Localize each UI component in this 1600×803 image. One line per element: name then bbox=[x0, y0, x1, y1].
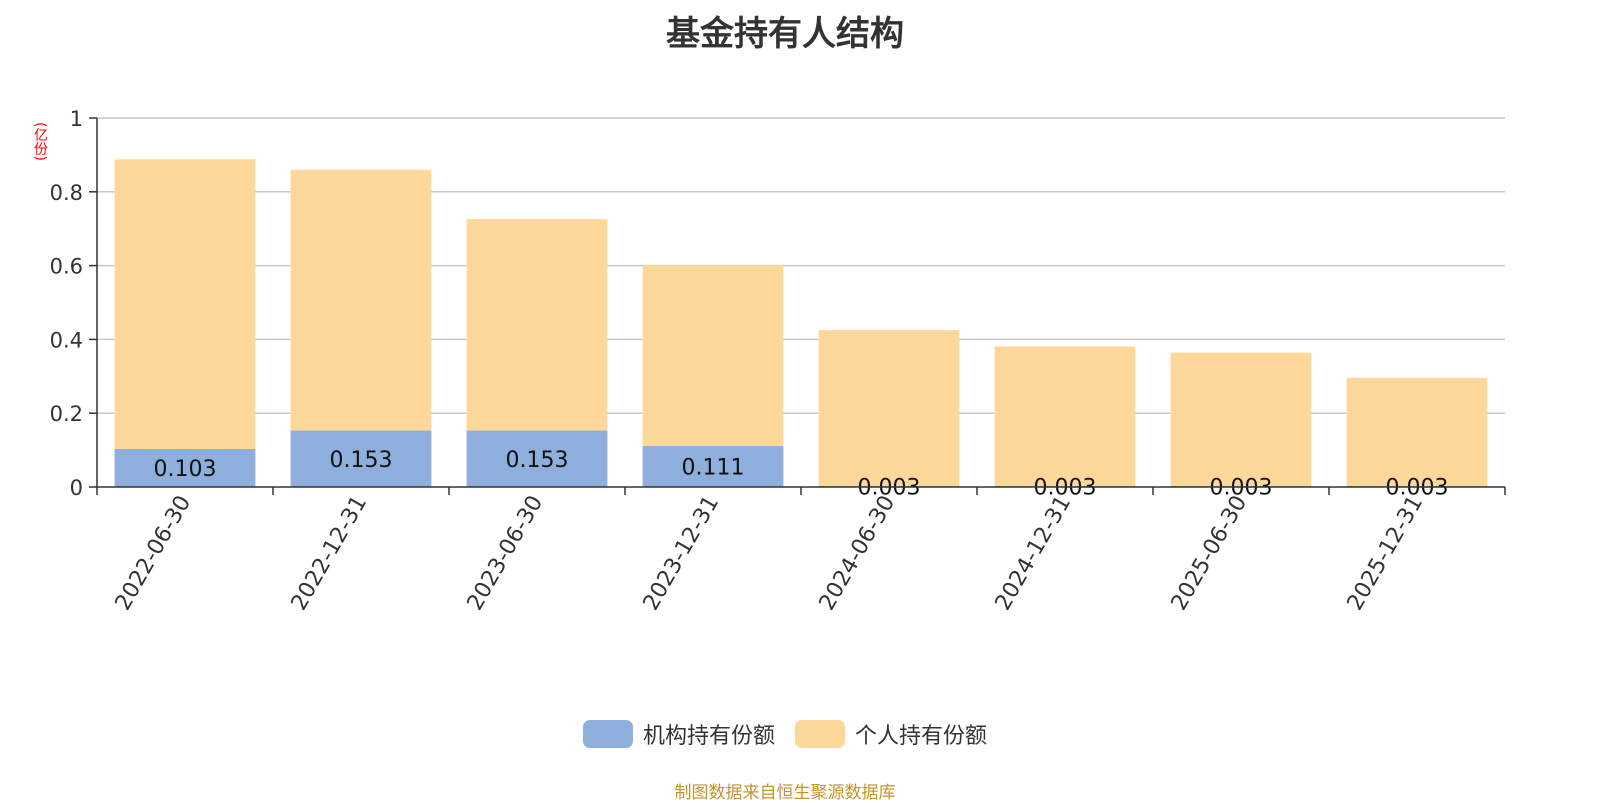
data-label: 0.153 bbox=[330, 448, 393, 473]
y-tick-label: 0.4 bbox=[50, 328, 83, 352]
bar-institutional bbox=[290, 430, 432, 487]
y-axis-unit-label: (亿份) bbox=[32, 122, 48, 161]
data-label: 0.111 bbox=[682, 456, 745, 481]
data-label: 0.003 bbox=[1210, 475, 1273, 500]
y-tick-label: 0.6 bbox=[50, 255, 83, 279]
bar-individual bbox=[818, 330, 960, 486]
x-tick-label: 2022-06-30 bbox=[111, 492, 197, 615]
bar-institutional bbox=[466, 430, 608, 487]
x-tick-label: 2025-12-31 bbox=[1343, 492, 1429, 615]
bar-individual bbox=[1170, 352, 1312, 486]
source-note: 制图数据来自恒生聚源数据库 bbox=[674, 783, 896, 803]
bar-individual bbox=[114, 159, 256, 449]
y-tick-label: 0.2 bbox=[50, 402, 83, 426]
bar-individual bbox=[1346, 377, 1488, 486]
legend-label-institutional: 机构持有份额 bbox=[642, 724, 775, 749]
bar-institutional bbox=[642, 446, 784, 487]
x-tick-label: 2025-06-30 bbox=[1167, 492, 1253, 615]
y-tick-label: 1 bbox=[70, 107, 83, 131]
bar-individual bbox=[994, 346, 1136, 486]
data-label: 0.003 bbox=[1034, 475, 1097, 500]
legend-item-institutional[interactable]: 机构持有份额 bbox=[582, 718, 775, 750]
legend-swatch-institutional bbox=[582, 720, 633, 748]
legend: 机构持有份额 个人持有份额 bbox=[0, 718, 1570, 750]
bar-individual bbox=[642, 265, 784, 447]
bar-individual bbox=[290, 169, 432, 431]
data-label: 0.103 bbox=[154, 457, 217, 482]
x-tick-label: 2023-06-30 bbox=[463, 492, 549, 615]
y-tick-label: 0.8 bbox=[50, 181, 83, 205]
legend-swatch-individual bbox=[795, 720, 845, 748]
y-tick-label: 0 bbox=[70, 476, 83, 500]
x-tick-label: 2023-12-31 bbox=[639, 492, 725, 615]
data-label: 0.153 bbox=[506, 448, 569, 473]
bar-institutional bbox=[114, 448, 256, 487]
data-label: 0.003 bbox=[858, 475, 921, 500]
data-label: 0.003 bbox=[1386, 475, 1449, 500]
x-tick-label: 2022-12-31 bbox=[287, 492, 373, 615]
legend-label-individual: 个人持有份额 bbox=[855, 724, 988, 749]
legend-item-individual[interactable]: 个人持有份额 bbox=[795, 718, 987, 750]
bar-individual bbox=[466, 219, 608, 431]
x-tick-label: 2024-12-31 bbox=[991, 492, 1077, 615]
x-tick-label: 2024-06-30 bbox=[815, 492, 901, 615]
chart-title: 基金持有人结构 bbox=[666, 14, 904, 54]
